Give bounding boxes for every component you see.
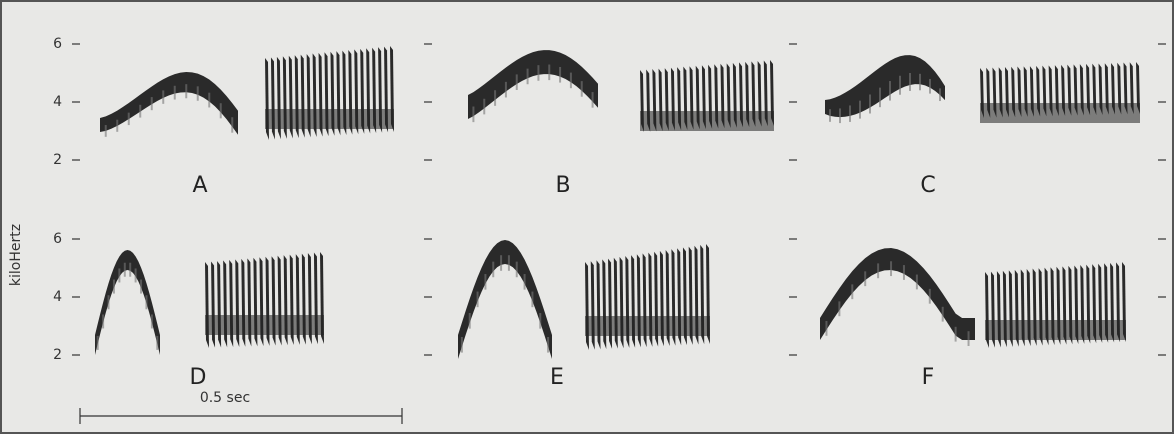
spectrogram-trill [1136, 62, 1140, 114]
spectrogram-trill [1086, 63, 1091, 116]
y-tick-label: 4 [53, 289, 62, 305]
scale-bar-label: 0.5 sec [200, 390, 250, 406]
spectrogram-trill [751, 61, 756, 127]
spectrogram-trill-band [980, 103, 1140, 123]
y-tick-label: 6 [53, 231, 62, 247]
spectrogram-trill [757, 60, 762, 127]
spectrogram-trill-band [640, 111, 774, 131]
spectrogram-trill-band [585, 316, 710, 336]
panel-label: A [192, 173, 207, 198]
spectrogram-trill [1104, 63, 1109, 115]
spectrogram-trill [1117, 62, 1122, 115]
panel-label: B [555, 173, 570, 198]
spectrogram-trill [1111, 62, 1116, 115]
spectrogram-note [95, 250, 160, 355]
y-tick-label: 2 [53, 347, 62, 363]
panel-label: C [920, 173, 935, 198]
spectrogram-note [820, 248, 975, 340]
y-tick-label: 2 [53, 152, 62, 168]
spectrogram-trill [770, 60, 774, 126]
y-tick-label: 6 [53, 36, 62, 52]
spectrogram-trill [1098, 63, 1103, 115]
spectrogram-trill [1092, 63, 1097, 116]
panel-label: E [550, 365, 564, 390]
spectrogram-trill-band [205, 315, 324, 335]
spectrogram-trill-band [265, 109, 394, 129]
spectrogram-trill [745, 61, 750, 128]
spectrogram-trill [1073, 64, 1078, 116]
y-tick-label: 4 [53, 94, 62, 110]
spectrogram-note [458, 240, 552, 359]
spectrogram-note [100, 72, 238, 135]
spectrogram-trill [1123, 62, 1128, 115]
spectrogram-trill [1129, 62, 1134, 115]
spectrogram-trill [763, 60, 768, 127]
panel-label: F [922, 365, 935, 390]
spectrogram-note [825, 55, 945, 118]
spectrogram-trill-band [985, 320, 1126, 340]
spectrogram-trill [1079, 64, 1084, 116]
spectrogram-note [468, 50, 598, 119]
panel-label: D [190, 365, 207, 390]
y-axis-label: kiloHertz [8, 224, 24, 286]
spectrogram-trill [1067, 64, 1072, 116]
